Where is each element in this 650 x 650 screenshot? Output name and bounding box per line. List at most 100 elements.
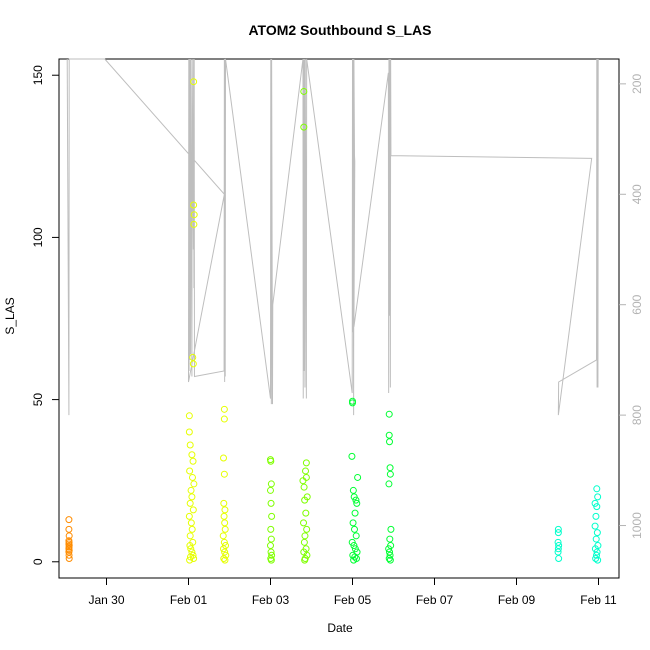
scatter-point	[300, 87, 308, 95]
y2-tick-label: 1000	[630, 512, 644, 539]
scatter-point	[302, 467, 310, 475]
scatter-point	[267, 457, 275, 465]
x-tick-label: Feb 01	[170, 593, 208, 607]
x-tick-label: Feb 07	[416, 593, 454, 607]
scatter-point	[350, 556, 358, 564]
scatter-point	[220, 545, 228, 553]
scatter-point	[185, 512, 193, 520]
scatter-point	[220, 415, 228, 423]
scatter-point	[592, 555, 600, 563]
scatter-point	[220, 538, 228, 546]
scatter-point	[190, 78, 198, 86]
x-axis: Jan 30 Feb 01 Feb 03 Feb 05 Feb 07 Feb 09 Feb …	[88, 578, 617, 607]
scatter-point	[386, 470, 394, 478]
scatter-point	[188, 451, 196, 459]
scatter-point	[300, 538, 308, 546]
scatter-point	[593, 503, 601, 511]
scatter-point	[186, 556, 194, 564]
scatter-point	[386, 535, 394, 543]
y-tick-label: 50	[31, 393, 45, 407]
y2-tick-label: 800	[630, 405, 644, 425]
scatter-point	[185, 412, 193, 420]
scatter-point	[300, 123, 308, 131]
scatter-point	[303, 525, 311, 533]
x-tick-label: Feb 09	[498, 593, 536, 607]
scatter-point	[350, 525, 358, 533]
scatter-point	[186, 532, 194, 540]
scatter-point	[593, 485, 601, 493]
scatter-point	[186, 542, 194, 550]
scatter-point	[189, 506, 197, 514]
scatter-point	[386, 551, 394, 559]
scatter-point	[186, 467, 194, 475]
scatter-point	[351, 509, 359, 517]
scatter-point	[65, 548, 73, 556]
scatter-point	[65, 516, 73, 524]
scatter-point	[554, 525, 562, 533]
scatter-point	[267, 525, 275, 533]
scatter-point	[187, 486, 195, 494]
scatter-point	[385, 555, 393, 563]
y-tick-label: 0	[31, 558, 45, 565]
y-axis-label: S_LAS	[3, 297, 17, 334]
y-tick-label: 100	[31, 227, 45, 247]
scatter-point	[219, 532, 227, 540]
scatter-point	[190, 201, 198, 209]
scatter-point	[266, 486, 274, 494]
scatter-point	[220, 470, 228, 478]
y2-tick-label: 400	[630, 184, 644, 204]
scatter-point	[386, 464, 394, 472]
scatter-point	[386, 556, 394, 564]
line-series-0	[66, 58, 599, 416]
x-tick-label: Jan 30	[88, 593, 124, 607]
scatter-point	[592, 535, 600, 543]
y-axis-left: 0 50 100 150	[31, 65, 59, 565]
scatter-point	[220, 512, 228, 520]
scatter-points-layer	[65, 78, 602, 564]
scatter-point	[267, 480, 275, 488]
scatter-point	[386, 548, 394, 556]
scatter-point	[221, 548, 229, 556]
scatter-point	[188, 473, 196, 481]
scatter-point	[220, 555, 228, 563]
scatter-point	[268, 551, 276, 559]
scatter-point	[554, 545, 562, 553]
scatter-point	[189, 353, 197, 361]
scatter-point	[352, 496, 360, 504]
x-axis-label: Date	[327, 621, 353, 635]
scatter-point	[555, 555, 563, 563]
scatter-point	[349, 519, 357, 527]
scatter-point	[267, 535, 275, 543]
scatter-point	[594, 493, 602, 501]
scatter-point	[185, 428, 193, 436]
scatter-point	[349, 399, 356, 407]
scatter-point	[65, 525, 73, 533]
scatter-point	[385, 410, 393, 418]
scatter-point	[387, 525, 395, 533]
scatter-point	[220, 499, 228, 507]
scatter-point	[593, 551, 601, 559]
scatter-point	[190, 220, 198, 228]
x-tick-label: Feb 05	[334, 593, 372, 607]
scatter-point	[187, 545, 195, 553]
scatter-point	[221, 525, 229, 533]
scatter-point	[186, 441, 194, 449]
y2-tick-label: 200	[630, 74, 644, 94]
y-tick-label: 150	[31, 65, 45, 85]
scatter-point	[385, 480, 393, 488]
scatter-point	[348, 452, 356, 460]
scatter-point	[385, 431, 393, 439]
scatter-point	[189, 360, 197, 368]
scatter-point	[267, 548, 275, 556]
scatter-point	[189, 457, 197, 465]
scatter-point	[299, 477, 307, 485]
scatter-point	[221, 556, 229, 564]
plot-frame	[58, 58, 620, 579]
scatter-point	[188, 525, 196, 533]
scatter-point	[555, 542, 563, 550]
scatter-point	[353, 499, 361, 507]
y2-tick-label: 600	[630, 294, 644, 314]
scatter-point	[554, 529, 562, 537]
scatter-point	[592, 512, 600, 520]
scatter-point	[300, 519, 308, 527]
